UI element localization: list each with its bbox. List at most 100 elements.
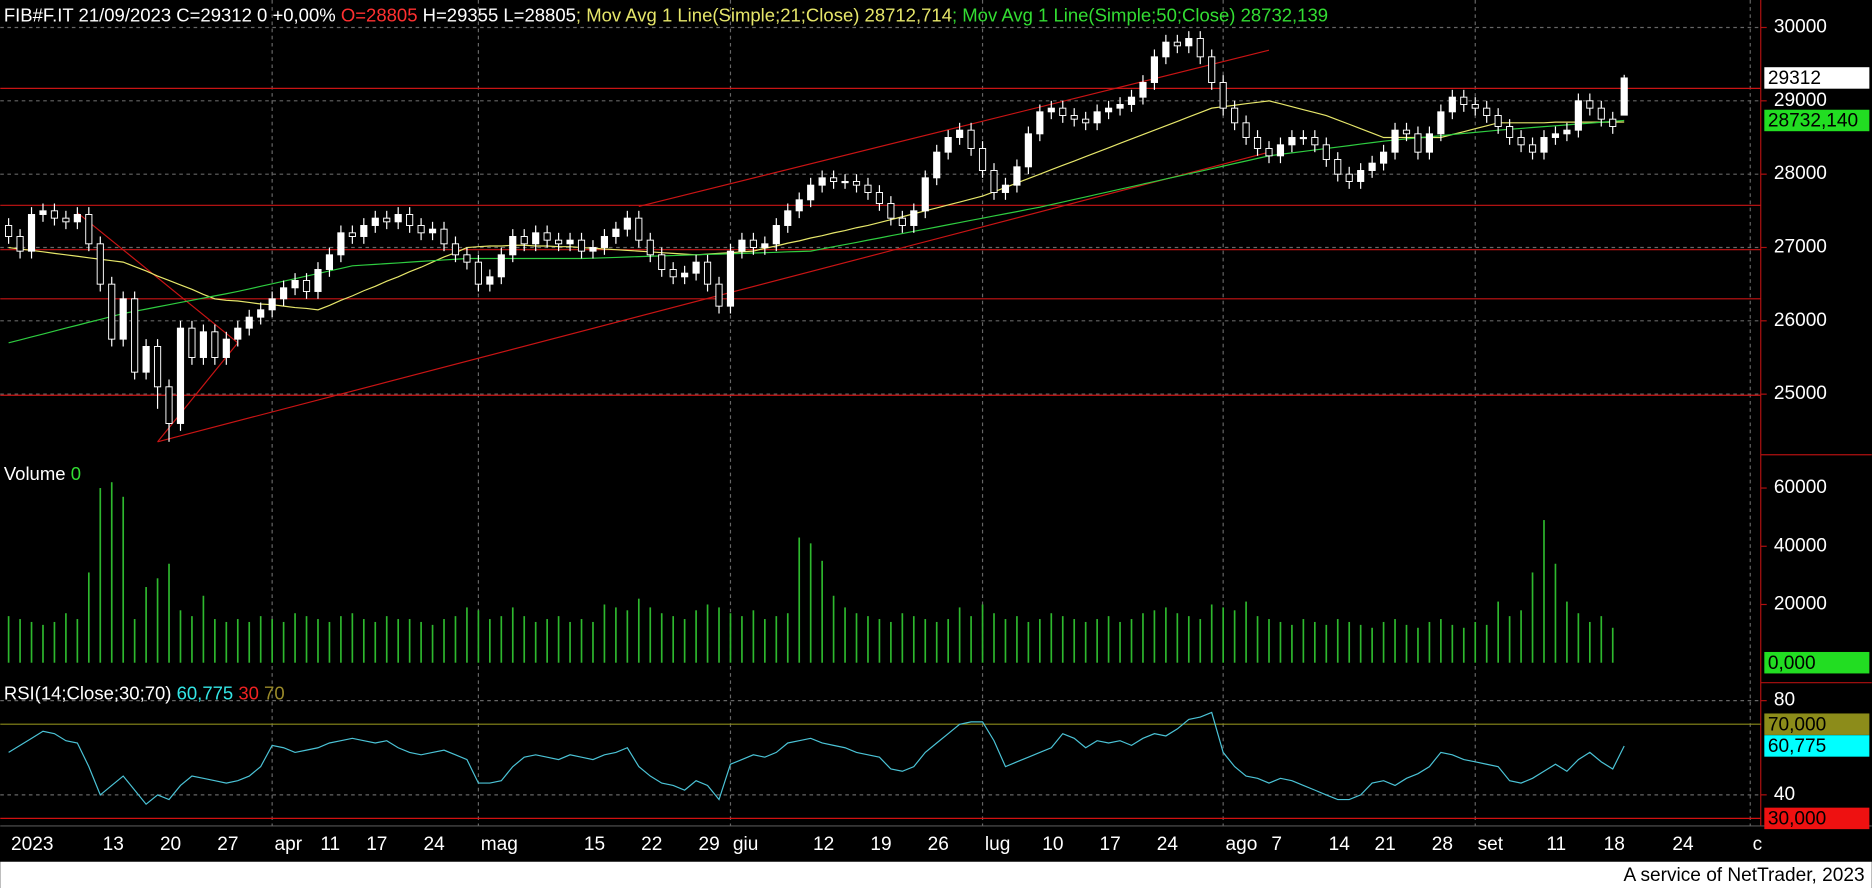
volume-bar xyxy=(557,616,560,663)
candle-body xyxy=(406,214,414,226)
candle-body xyxy=(658,254,666,270)
volume-bar xyxy=(1107,616,1110,663)
candle-body xyxy=(1334,159,1342,175)
volume-bar xyxy=(305,616,308,663)
trend-line xyxy=(157,151,1270,443)
candle-body xyxy=(956,129,964,138)
candle-body xyxy=(1242,122,1250,138)
volume-bar xyxy=(1039,619,1041,663)
volume-bar xyxy=(420,621,422,663)
volume-bar xyxy=(202,595,205,663)
candle-body xyxy=(852,181,861,186)
value-tag xyxy=(1764,713,1870,735)
candle-body xyxy=(325,254,334,270)
volume-bar xyxy=(133,619,136,663)
candle-body xyxy=(1437,111,1445,135)
volume-bar xyxy=(1256,616,1259,663)
candle-body xyxy=(108,283,116,340)
y-tick-label: 28000 xyxy=(1774,163,1827,184)
x-tick-label: ago xyxy=(1226,834,1258,855)
volume-bar xyxy=(706,604,709,663)
volume-bar xyxy=(878,619,881,663)
volume-bar xyxy=(649,607,652,663)
candle-body xyxy=(176,327,185,424)
candle-body xyxy=(944,137,952,153)
volume-bar xyxy=(214,619,216,663)
candle-body xyxy=(967,129,975,149)
volume-bar xyxy=(145,587,147,663)
candle-body xyxy=(635,217,643,241)
candle-body xyxy=(463,254,471,263)
volume-bar xyxy=(122,496,125,663)
candle-body xyxy=(795,199,803,212)
volume-bar xyxy=(1210,604,1213,663)
title-segment: FIB#F.IT 21/09/2023 C=29312 0 +0,00% xyxy=(4,5,341,26)
volume-bar xyxy=(741,616,743,663)
candle-body xyxy=(257,309,265,318)
volume-bar xyxy=(1222,607,1225,663)
volume-bar xyxy=(1382,621,1385,663)
volume-bar xyxy=(924,619,927,663)
candle-body xyxy=(85,214,93,245)
value-tag xyxy=(1764,735,1870,757)
volume-bar xyxy=(775,616,778,663)
volume-bar xyxy=(271,619,273,663)
y-tick-label: 27000 xyxy=(1774,237,1827,258)
volume-bar xyxy=(1520,610,1522,663)
candle-body xyxy=(1196,38,1204,58)
candle-body xyxy=(1001,184,1010,193)
volume-bar xyxy=(328,621,331,663)
volume-bar xyxy=(30,621,33,663)
y-tick-label: 40 xyxy=(1774,784,1795,805)
candle-body xyxy=(978,148,987,171)
candle-body xyxy=(1173,41,1181,47)
volume-bar xyxy=(637,598,640,663)
volume-bar xyxy=(1543,520,1545,663)
volume-bar xyxy=(1394,619,1396,663)
data-layer xyxy=(5,31,1628,806)
candle-body xyxy=(910,210,918,226)
candle-body xyxy=(62,217,70,223)
volume-bar xyxy=(569,621,571,663)
volume-bar xyxy=(317,619,319,663)
candle-body xyxy=(761,243,769,248)
value-tag-label: 70,000 xyxy=(1768,714,1826,735)
candle-body xyxy=(1127,96,1136,105)
value-tag-label: 30,000 xyxy=(1768,809,1826,830)
candle-body xyxy=(612,228,620,237)
volume-bar xyxy=(855,613,858,663)
candle-body xyxy=(497,254,505,278)
volume-bar xyxy=(1245,601,1247,663)
volume-bar xyxy=(1600,616,1603,663)
moving-average-line xyxy=(8,100,1625,311)
volume-bar xyxy=(53,621,56,663)
x-tick-label: mag xyxy=(481,834,518,855)
candle-body xyxy=(188,327,196,358)
candle-body xyxy=(543,232,551,241)
candle-body xyxy=(1425,133,1433,153)
candle-body xyxy=(818,177,826,186)
candle-body xyxy=(451,243,460,256)
candle-body xyxy=(703,261,712,285)
volume-bar xyxy=(1531,572,1534,663)
candle-body xyxy=(1253,137,1262,149)
volume-bar xyxy=(225,621,228,663)
volume-bar xyxy=(901,613,904,663)
candle-body xyxy=(887,203,895,219)
candle-body xyxy=(841,181,849,184)
candle-body xyxy=(875,192,884,204)
grid-layer xyxy=(0,0,1761,826)
moving-average-line xyxy=(8,119,1625,344)
value-tag-label: 28732,140 xyxy=(1768,111,1858,132)
volume-bar xyxy=(1291,624,1293,663)
volume-bar xyxy=(477,610,480,663)
y-tick-label: 20000 xyxy=(1774,594,1827,615)
candle-body xyxy=(715,283,723,307)
candle-body xyxy=(509,236,517,256)
volume-bar xyxy=(340,616,342,663)
y-tick-label: 60000 xyxy=(1774,477,1827,498)
candle-body xyxy=(39,210,47,215)
volume-bar xyxy=(191,616,193,663)
candle-body xyxy=(394,214,402,223)
